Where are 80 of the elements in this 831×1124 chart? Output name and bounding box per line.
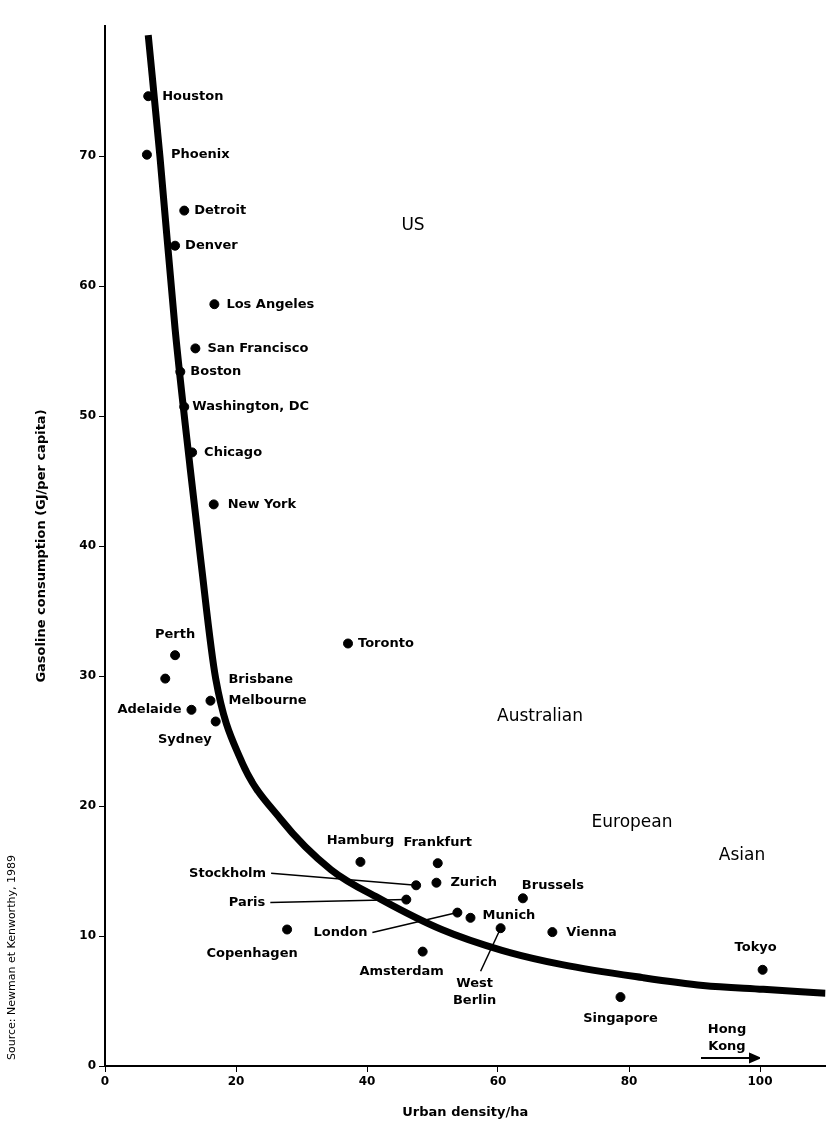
point <box>160 673 171 684</box>
y-tick-label: 0 <box>87 1058 96 1073</box>
x-tick-label: 80 <box>620 1074 638 1089</box>
y-tick-label: 30 <box>79 668 96 683</box>
point <box>141 149 152 160</box>
point <box>209 299 220 310</box>
annotation: Brussels <box>521 876 585 892</box>
x-tick-label: 0 <box>100 1074 110 1089</box>
annotation: Zurich <box>450 874 497 890</box>
y-tick-label: 40 <box>79 538 96 553</box>
point <box>355 856 366 867</box>
point <box>170 650 181 661</box>
annotation: Copenhagen <box>206 944 298 960</box>
annotation: Detroit <box>194 201 247 217</box>
point <box>432 858 443 869</box>
point <box>179 205 190 216</box>
point <box>431 877 442 888</box>
y-tick-label: 50 <box>79 408 96 423</box>
annotation: Stockholm <box>189 864 267 880</box>
point <box>401 894 412 905</box>
y-tick-label: 70 <box>79 148 96 163</box>
point <box>452 907 463 918</box>
annotation: Brisbane <box>228 671 294 687</box>
point <box>186 704 197 715</box>
annotation: Hong Kong <box>707 1021 747 1054</box>
x-axis-title: Urban density/ha <box>402 1103 529 1119</box>
point <box>547 927 558 938</box>
x-tick-label: 40 <box>358 1074 376 1089</box>
annotation: Singapore <box>583 1010 658 1026</box>
annotation: Melbourne <box>228 692 307 708</box>
annotation: Asian <box>718 844 766 865</box>
point <box>343 638 354 649</box>
annotation: European <box>591 811 673 832</box>
point <box>465 912 476 923</box>
point <box>615 992 626 1003</box>
annotation: Frankfurt <box>403 833 473 849</box>
annotation: Chicago <box>204 443 263 459</box>
annotation: Denver <box>185 237 239 253</box>
annotation: Sydney <box>157 730 213 746</box>
annotation: Toronto <box>358 634 414 650</box>
point <box>208 499 219 510</box>
point <box>170 240 181 251</box>
x-tick-label: 100 <box>747 1074 773 1089</box>
x-tick-label: 20 <box>227 1074 245 1089</box>
point <box>190 343 201 354</box>
annotation: Hamburg <box>326 832 395 848</box>
annotation: Amsterdam <box>359 962 444 978</box>
source-note: Source: Newman et Kenworthy, 1989 <box>4 855 18 1060</box>
annotation: Los Angeles <box>226 295 315 311</box>
annotation: Perth <box>154 625 196 641</box>
annotation: Washington, DC <box>192 398 310 414</box>
point <box>495 923 506 934</box>
annotation: Paris <box>228 893 266 909</box>
point <box>205 695 216 706</box>
annotation: Houston <box>162 87 224 103</box>
y-tick-label: 20 <box>79 798 96 813</box>
annotation: Australian <box>497 705 583 726</box>
annotation: Adelaide <box>117 701 182 717</box>
annotation: Tokyo <box>734 939 777 955</box>
annotation: Boston <box>190 363 242 379</box>
point <box>517 893 528 904</box>
annotation: New York <box>227 495 297 511</box>
annotation: London <box>313 923 368 939</box>
point <box>417 946 428 957</box>
annotation: Vienna <box>566 924 617 940</box>
annotation: Munich <box>482 907 536 923</box>
point <box>175 366 186 377</box>
y-tick-label: 10 <box>79 928 96 943</box>
annotation: US <box>401 214 425 235</box>
point <box>411 880 422 891</box>
annotation: West Berlin <box>452 974 497 1007</box>
point <box>757 964 768 975</box>
point <box>179 401 190 412</box>
annotation: Phoenix <box>170 146 231 162</box>
y-axis-title: Gasoline consumption (GJ/per capita) <box>33 409 49 683</box>
point <box>282 924 293 935</box>
y-tick-label: 60 <box>79 278 96 293</box>
x-tick-label: 60 <box>489 1074 507 1089</box>
annotation: San Francisco <box>207 339 309 355</box>
point <box>210 716 221 727</box>
